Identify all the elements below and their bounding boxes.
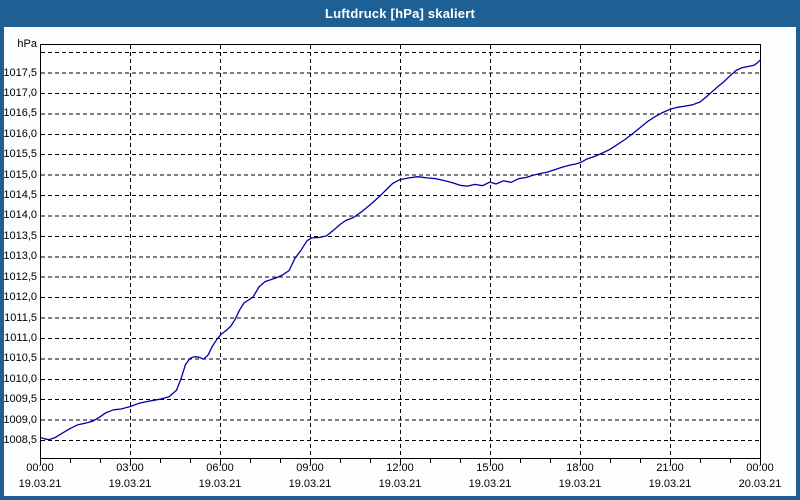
x-tick-time-label: 00:00 xyxy=(746,462,774,474)
x-minor-tick xyxy=(190,459,191,463)
title-bar: Luftdruck [hPa] skaliert xyxy=(0,0,800,27)
window-title: Luftdruck [hPa] skaliert xyxy=(325,6,475,21)
y-tick-label: 1013,5 xyxy=(3,229,37,242)
y-tick-label: 1012,0 xyxy=(3,291,37,304)
x-tick-date-label: 19.03.21 xyxy=(198,478,242,490)
x-tick-date-label: 19.03.21 xyxy=(378,478,422,490)
x-major-tick xyxy=(220,459,221,465)
x-minor-tick xyxy=(100,459,101,463)
pressure-line xyxy=(40,59,761,441)
x-major-tick xyxy=(310,459,311,465)
x-minor-tick xyxy=(340,459,341,463)
y-tick-label: 1017,5 xyxy=(3,66,37,79)
x-major-tick xyxy=(760,459,761,465)
x-major-tick xyxy=(130,459,131,465)
x-major-tick xyxy=(670,459,671,465)
x-minor-tick xyxy=(430,459,431,463)
y-tick-label: 1015,5 xyxy=(3,148,37,161)
x-minor-tick xyxy=(280,459,281,463)
x-tick-time-label: 21:00 xyxy=(656,462,684,474)
x-tick-time-label: 03:00 xyxy=(116,462,144,474)
x-tick-date-label: 19.03.21 xyxy=(288,478,332,490)
x-tick-date-label: 19.03.21 xyxy=(648,478,692,490)
y-tick-label: 1010,0 xyxy=(3,372,37,385)
y-tick-label: 1014,5 xyxy=(3,189,37,202)
y-tick-label: 1011,5 xyxy=(4,311,37,324)
x-tick-time-label: 18:00 xyxy=(566,462,594,474)
x-minor-tick xyxy=(460,459,461,463)
x-tick-date-label: 19.03.21 xyxy=(468,478,512,490)
y-tick-label: 1012,5 xyxy=(3,270,37,283)
y-tick-label: 1009,5 xyxy=(3,393,37,406)
x-minor-tick xyxy=(250,459,251,463)
x-tick-time-label: 15:00 xyxy=(476,462,504,474)
y-tick-label: 1008,5 xyxy=(3,434,37,447)
y-tick-label: 1015,0 xyxy=(3,168,37,181)
y-axis-unit-label: hPa xyxy=(17,38,37,50)
x-tick-time-label: 06:00 xyxy=(206,462,234,474)
x-major-tick xyxy=(400,459,401,465)
x-major-tick xyxy=(580,459,581,465)
y-tick-label: 1017,0 xyxy=(3,86,37,99)
x-minor-tick xyxy=(730,459,731,463)
x-tick-date-label: 20.03.21 xyxy=(738,478,782,490)
x-minor-tick xyxy=(160,459,161,463)
x-major-tick xyxy=(40,459,41,465)
x-tick-date-label: 19.03.21 xyxy=(18,478,62,490)
pressure-chart xyxy=(40,45,761,458)
x-minor-tick xyxy=(370,459,371,463)
y-tick-label: 1013,0 xyxy=(3,250,37,263)
x-minor-tick xyxy=(550,459,551,463)
x-minor-tick xyxy=(700,459,701,463)
x-minor-tick xyxy=(70,459,71,463)
y-tick-label: 1014,0 xyxy=(3,209,37,222)
x-tick-time-label: 09:00 xyxy=(296,462,324,474)
y-tick-label: 1016,0 xyxy=(3,127,37,140)
x-minor-tick xyxy=(520,459,521,463)
y-tick-label: 1011,0 xyxy=(4,331,37,344)
y-tick-label: 1010,5 xyxy=(3,352,37,365)
x-tick-time-label: 12:00 xyxy=(386,462,414,474)
x-tick-time-label: 00:00 xyxy=(26,462,54,474)
x-tick-date-label: 19.03.21 xyxy=(108,478,152,490)
x-minor-tick xyxy=(640,459,641,463)
y-tick-label: 1016,5 xyxy=(3,107,37,120)
y-tick-label: 1009,0 xyxy=(3,413,37,426)
x-tick-date-label: 19.03.21 xyxy=(558,478,602,490)
x-minor-tick xyxy=(610,459,611,463)
x-major-tick xyxy=(490,459,491,465)
